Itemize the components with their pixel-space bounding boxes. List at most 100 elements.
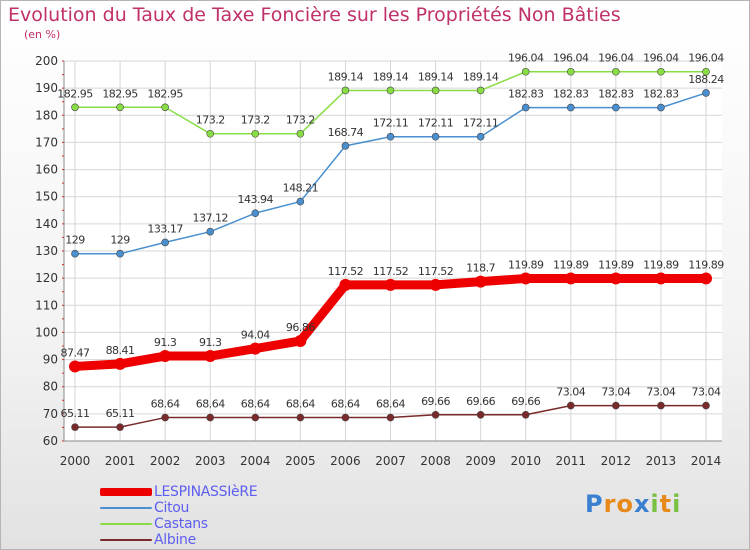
data-label: 182.95 bbox=[147, 87, 183, 100]
y-unit-label: (en %) bbox=[24, 28, 61, 41]
legend-label: Citou bbox=[154, 500, 190, 516]
data-point bbox=[702, 401, 710, 410]
data-point bbox=[161, 413, 169, 422]
x-tick-label: 2012 bbox=[601, 454, 632, 468]
data-point bbox=[116, 103, 124, 112]
logo-letter: P bbox=[585, 490, 604, 518]
data-label: 143.94 bbox=[238, 193, 274, 206]
data-point bbox=[206, 129, 215, 138]
data-point bbox=[251, 129, 260, 138]
data-label: 168.74 bbox=[328, 126, 364, 139]
data-label: 189.14 bbox=[328, 70, 364, 83]
data-label: 173.2 bbox=[196, 114, 225, 127]
data-label: 65.11 bbox=[106, 407, 135, 420]
data-label: 172.11 bbox=[418, 117, 454, 130]
data-label: 73.04 bbox=[601, 386, 630, 399]
logo-letter: i bbox=[672, 490, 682, 518]
data-label: 91.3 bbox=[154, 336, 177, 349]
data-label: 182.83 bbox=[553, 88, 589, 101]
data-point bbox=[339, 278, 352, 291]
data-label: 73.04 bbox=[692, 386, 721, 399]
data-point bbox=[566, 67, 575, 76]
data-label: 119.89 bbox=[643, 258, 679, 271]
data-label: 117.52 bbox=[418, 265, 454, 278]
data-point bbox=[657, 401, 665, 410]
data-label: 172.11 bbox=[373, 117, 409, 130]
data-label: 182.83 bbox=[598, 88, 634, 101]
data-label: 189.14 bbox=[463, 70, 499, 83]
data-label: 173.2 bbox=[241, 114, 270, 127]
data-point bbox=[296, 197, 305, 206]
data-point bbox=[609, 272, 622, 285]
data-point bbox=[116, 249, 124, 258]
data-point bbox=[476, 410, 485, 419]
y-tick-label: 150 bbox=[35, 190, 58, 204]
data-label: 94.04 bbox=[241, 329, 270, 342]
data-point bbox=[612, 103, 620, 112]
data-point bbox=[341, 142, 350, 150]
x-tick-label: 2007 bbox=[375, 454, 406, 468]
y-tick-label: 170 bbox=[35, 135, 58, 149]
data-label: 69.66 bbox=[466, 395, 495, 408]
legend-item-castans: Castans bbox=[100, 516, 208, 532]
data-point bbox=[612, 67, 620, 76]
x-tick-label: 2013 bbox=[646, 454, 677, 468]
x-tick-label: 2009 bbox=[465, 454, 496, 468]
data-label: 69.66 bbox=[421, 395, 450, 408]
y-tick-label: 130 bbox=[35, 244, 58, 258]
data-point bbox=[654, 272, 667, 285]
logo-letter: t bbox=[659, 490, 673, 518]
data-label: 96.86 bbox=[286, 321, 315, 334]
y-tick-label: 110 bbox=[35, 298, 58, 312]
data-point bbox=[116, 423, 124, 431]
data-point bbox=[519, 272, 532, 285]
logo-letter: i bbox=[650, 490, 660, 518]
data-point bbox=[296, 129, 305, 138]
legend-swatch bbox=[100, 488, 152, 496]
legend-item-albine: Albine bbox=[100, 532, 196, 548]
data-label: 87.47 bbox=[61, 346, 90, 359]
data-point bbox=[206, 227, 215, 236]
data-label: 91.3 bbox=[199, 336, 222, 349]
logo-letter: x bbox=[633, 490, 651, 518]
data-label: 119.89 bbox=[688, 258, 724, 271]
data-point bbox=[657, 103, 665, 112]
data-label: 196.04 bbox=[553, 52, 589, 65]
data-point bbox=[386, 413, 395, 422]
data-point bbox=[612, 401, 620, 410]
data-point bbox=[431, 410, 440, 419]
legend-label: Castans bbox=[154, 516, 208, 532]
data-label: 65.11 bbox=[61, 407, 90, 420]
y-tick-label: 160 bbox=[35, 163, 58, 177]
data-point bbox=[161, 103, 169, 112]
data-point bbox=[294, 334, 307, 347]
y-tick-label: 70 bbox=[43, 407, 58, 421]
data-point bbox=[521, 67, 530, 76]
x-tick-label: 2002 bbox=[150, 454, 181, 468]
data-point bbox=[700, 272, 712, 285]
legend-item-citou: Citou bbox=[100, 500, 190, 516]
data-label: 73.04 bbox=[556, 386, 585, 399]
data-point bbox=[341, 413, 350, 422]
data-point bbox=[566, 401, 575, 410]
data-label: 129 bbox=[65, 234, 85, 247]
data-point bbox=[657, 67, 665, 76]
y-tick-label: 190 bbox=[35, 81, 58, 95]
y-tick-label: 200 bbox=[35, 54, 58, 68]
data-label: 68.64 bbox=[196, 398, 225, 411]
data-point bbox=[384, 278, 397, 291]
data-point bbox=[71, 423, 79, 431]
y-tick-label: 100 bbox=[35, 325, 58, 339]
data-label: 196.04 bbox=[508, 52, 544, 65]
data-label: 68.64 bbox=[241, 398, 270, 411]
data-point bbox=[521, 410, 530, 419]
y-tick-label: 180 bbox=[35, 108, 58, 122]
legend-item-lespinassiere: LESPINASSIèRE bbox=[100, 484, 258, 500]
legend-label: LESPINASSIèRE bbox=[154, 484, 258, 500]
x-tick-label: 2011 bbox=[556, 454, 587, 468]
data-label: 73.04 bbox=[646, 386, 675, 399]
data-label: 119.89 bbox=[508, 258, 544, 271]
data-label: 188.24 bbox=[688, 73, 724, 86]
data-label: 129 bbox=[110, 234, 130, 247]
data-label: 69.66 bbox=[511, 395, 540, 408]
